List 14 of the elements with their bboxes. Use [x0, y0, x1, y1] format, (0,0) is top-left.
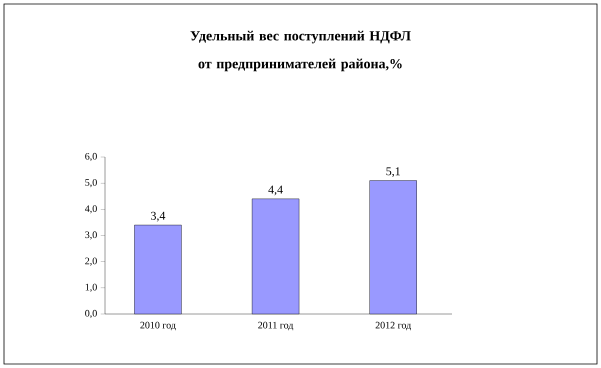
data-label: 5,1 — [386, 167, 400, 178]
y-tick-label: 1,0 — [86, 284, 97, 292]
x-tick-label: 2012 год — [376, 322, 411, 330]
y-tick-label: 2,0 — [85, 258, 97, 266]
data-label: 3,4 — [151, 212, 166, 222]
x-tick-label: 2010 год — [140, 322, 176, 330]
chart-title: Удельный вес поступлений НДФЛ от предпринимателей района,% — [190, 30, 411, 72]
data-label: 4,4 — [268, 186, 283, 196]
x-tick-label: 2011 год — [258, 322, 294, 330]
y-tick-label: 0,0 — [85, 310, 97, 318]
y-tick-label: 5,0 — [85, 179, 97, 188]
y-tick-label: 4,0 — [84, 205, 97, 214]
y-tick-label: 6,0 — [85, 152, 97, 162]
y-tick-label: 3,0 — [85, 231, 97, 240]
